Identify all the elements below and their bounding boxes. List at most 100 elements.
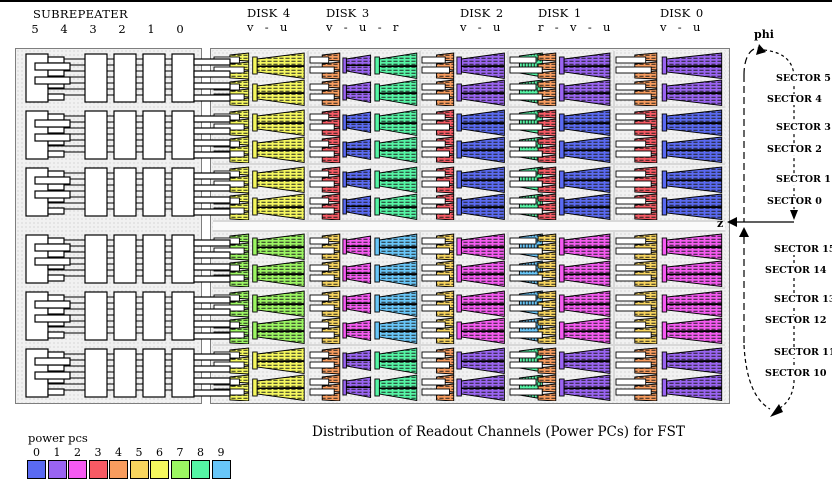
disk-label: DISK 0 <box>660 6 704 20</box>
subrepeater-row-graphic-4 <box>25 234 231 284</box>
phi-arrowhead-icon <box>756 44 766 55</box>
readout-cell-disk-2-row-3 <box>421 165 507 220</box>
subrepeater-slot-3: 2 <box>118 22 126 36</box>
readout-cell-disk-2-row-2 <box>421 108 507 163</box>
readout-unit-graphic <box>421 290 505 344</box>
legend-entry-7: 7 <box>170 446 190 479</box>
readout-cell-disk-0-row-4 <box>615 232 725 287</box>
readout-unit-graphic <box>509 52 611 106</box>
readout-unit-graphic <box>309 233 418 287</box>
legend-entry-number: 1 <box>53 446 61 459</box>
readout-unit-graphic <box>309 166 418 220</box>
sector-label-bottom-3: SECTOR 12 <box>764 315 828 326</box>
legend-color-swatch <box>88 460 108 479</box>
readout-cell-disk-0-row-5 <box>615 289 725 344</box>
readout-unit-graphic <box>615 109 723 163</box>
phi-arc-bottom-left-curve <box>743 344 771 410</box>
subrepeater-row-graphic-5 <box>25 291 231 341</box>
readout-cell-disk-2-row-4 <box>421 232 507 287</box>
subrepeater-slot-0: 5 <box>31 22 39 36</box>
down-arrowhead-icon <box>790 210 798 220</box>
legend-color-swatch <box>150 460 169 479</box>
legend-entry-number: 8 <box>197 446 204 459</box>
sector-label-top-2: SECTOR 3 <box>775 122 832 133</box>
disk-planes-label: v - u - r <box>326 20 399 34</box>
readout-cell-disk-3-row-1 <box>309 51 419 106</box>
legend-entry-number: 2 <box>74 446 81 459</box>
sector-label-top-1: SECTOR 4 <box>766 94 823 105</box>
legend-title: power pcs <box>28 431 88 445</box>
page-title: Distribution of Readout Channels (Power … <box>312 424 685 440</box>
readout-cell-disk-0-row-3 <box>615 165 725 220</box>
phi-arc-top <box>743 47 761 76</box>
readout-unit-graphic <box>615 166 723 220</box>
readout-cell-disk-1-row-4 <box>509 232 613 287</box>
legend-color-swatch <box>47 460 67 479</box>
legend-color-swatch <box>68 460 87 479</box>
phi-arc-right-top <box>763 49 795 210</box>
readout-cell-disk-3-row-3 <box>309 165 419 220</box>
legend-entry-8: 8 <box>191 446 210 479</box>
legend-color-swatch <box>191 460 210 479</box>
readout-unit-graphic <box>615 52 723 106</box>
disk-label: DISK 1 <box>538 6 582 20</box>
legend-color-swatch <box>211 460 231 479</box>
legend-entry-3: 3 <box>88 446 108 479</box>
subrepeater-label: SUBREPEATER <box>33 7 128 21</box>
legend-entry-number: 0 <box>33 446 40 459</box>
readout-cell-disk-3-row-5 <box>309 289 419 344</box>
legend-color-swatch <box>109 460 128 479</box>
subrepeater-panel <box>15 48 231 404</box>
readout-cell-disk-2-row-1 <box>421 51 507 106</box>
disk-label: DISK 3 <box>326 6 370 20</box>
readout-unit-graphic <box>421 109 505 163</box>
subrepeater-slot-5: 0 <box>176 22 184 36</box>
legend-entry-number: 7 <box>176 446 184 459</box>
readout-cell-disk-1-row-2 <box>509 108 613 163</box>
sector-label-top-0: SECTOR 5 <box>775 73 832 84</box>
legend-entry-number: 3 <box>94 446 102 459</box>
phi-axis-label: phi <box>754 28 774 41</box>
disk-planes-label: v - u <box>247 20 288 34</box>
legend-entry-number: 9 <box>217 446 225 459</box>
subrepeater-row-graphic-6 <box>25 348 231 398</box>
disk-label: DISK 4 <box>247 6 291 20</box>
readout-unit-graphic <box>309 52 418 106</box>
phi-bottom-arrowhead-icon <box>770 404 783 417</box>
row-group-divider <box>213 222 725 230</box>
sector-label-top-3: SECTOR 2 <box>766 144 823 155</box>
legend-color-swatch <box>170 460 190 479</box>
readout-cell-disk-1-row-6 <box>509 346 613 401</box>
readout-unit-graphic <box>213 52 305 106</box>
legend-entry-number: 4 <box>115 446 122 459</box>
readout-cell-disk-3-row-2 <box>309 108 419 163</box>
sector-label-top-4: SECTOR 1 <box>775 174 832 185</box>
sector-label-bottom-2: SECTOR 13 <box>773 294 832 305</box>
readout-unit-graphic <box>509 290 611 344</box>
readout-cell-disk-1-row-5 <box>509 289 613 344</box>
readout-unit-graphic <box>509 166 611 220</box>
readout-grid <box>213 51 725 401</box>
readout-unit-graphic <box>615 233 723 287</box>
z-arrowhead-icon <box>727 217 737 227</box>
readout-unit-graphic <box>309 290 418 344</box>
readout-cell-disk-0-row-1 <box>615 51 725 106</box>
sector-label-bottom-5: SECTOR 10 <box>764 368 828 379</box>
disk-planes-label: r - v - u <box>538 20 611 34</box>
readout-grid-panel <box>210 48 730 404</box>
readout-unit-graphic <box>615 290 723 344</box>
readout-unit-graphic <box>421 52 505 106</box>
sector-label-bottom-1: SECTOR 14 <box>764 265 828 276</box>
subrepeater-row-graphic-3 <box>25 167 231 217</box>
subrepeater-slot-4: 1 <box>147 22 155 36</box>
legend-entry-9: 9 <box>211 446 231 479</box>
phi-z-axes-gizmo: phi z <box>717 28 798 417</box>
readout-unit-graphic <box>421 166 505 220</box>
readout-cell-disk-1-row-3 <box>509 165 613 220</box>
readout-cell-disk-4-row-1 <box>213 51 307 106</box>
